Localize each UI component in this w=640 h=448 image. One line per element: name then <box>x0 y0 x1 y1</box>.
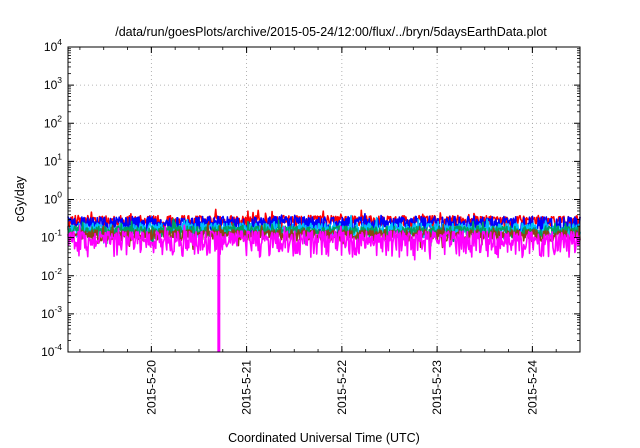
y-axis-label: cGy/day <box>13 175 27 222</box>
x-axis-label: Coordinated Universal Time (UTC) <box>228 431 420 445</box>
x-tick-label: 2015-5-20 <box>144 360 158 415</box>
chart-title: /data/run/goesPlots/archive/2015-05-24/1… <box>115 25 547 39</box>
y-axis: 10-4 10-3 10-2 10-1 100 101 102 103 104 <box>41 37 580 359</box>
x-tick-label: 2015-5-22 <box>335 360 349 415</box>
x-tick-label: 2015-5-21 <box>240 360 254 415</box>
y-tick-label: 103 <box>44 75 62 92</box>
x-tick-label: 2015-5-24 <box>525 360 539 415</box>
series-line <box>67 213 581 239</box>
y-tick-label: 10-4 <box>41 342 62 359</box>
y-tick-label: 101 <box>44 151 62 168</box>
y-tick-label: 10-1 <box>41 228 62 245</box>
y-tick-label: 104 <box>44 37 62 54</box>
y-tick-label: 100 <box>44 190 62 207</box>
series-line <box>67 224 581 261</box>
grid <box>68 47 580 352</box>
series-group <box>67 208 581 352</box>
x-axis: 2015-5-20 2015-5-21 2015-5-22 2015-5-23 2015… <box>79 47 557 415</box>
x-tick-label: 2015-5-23 <box>430 360 444 415</box>
y-tick-label: 102 <box>44 113 62 130</box>
y-tick-label: 10-3 <box>41 304 62 321</box>
y-tick-label: 10-2 <box>41 266 62 283</box>
